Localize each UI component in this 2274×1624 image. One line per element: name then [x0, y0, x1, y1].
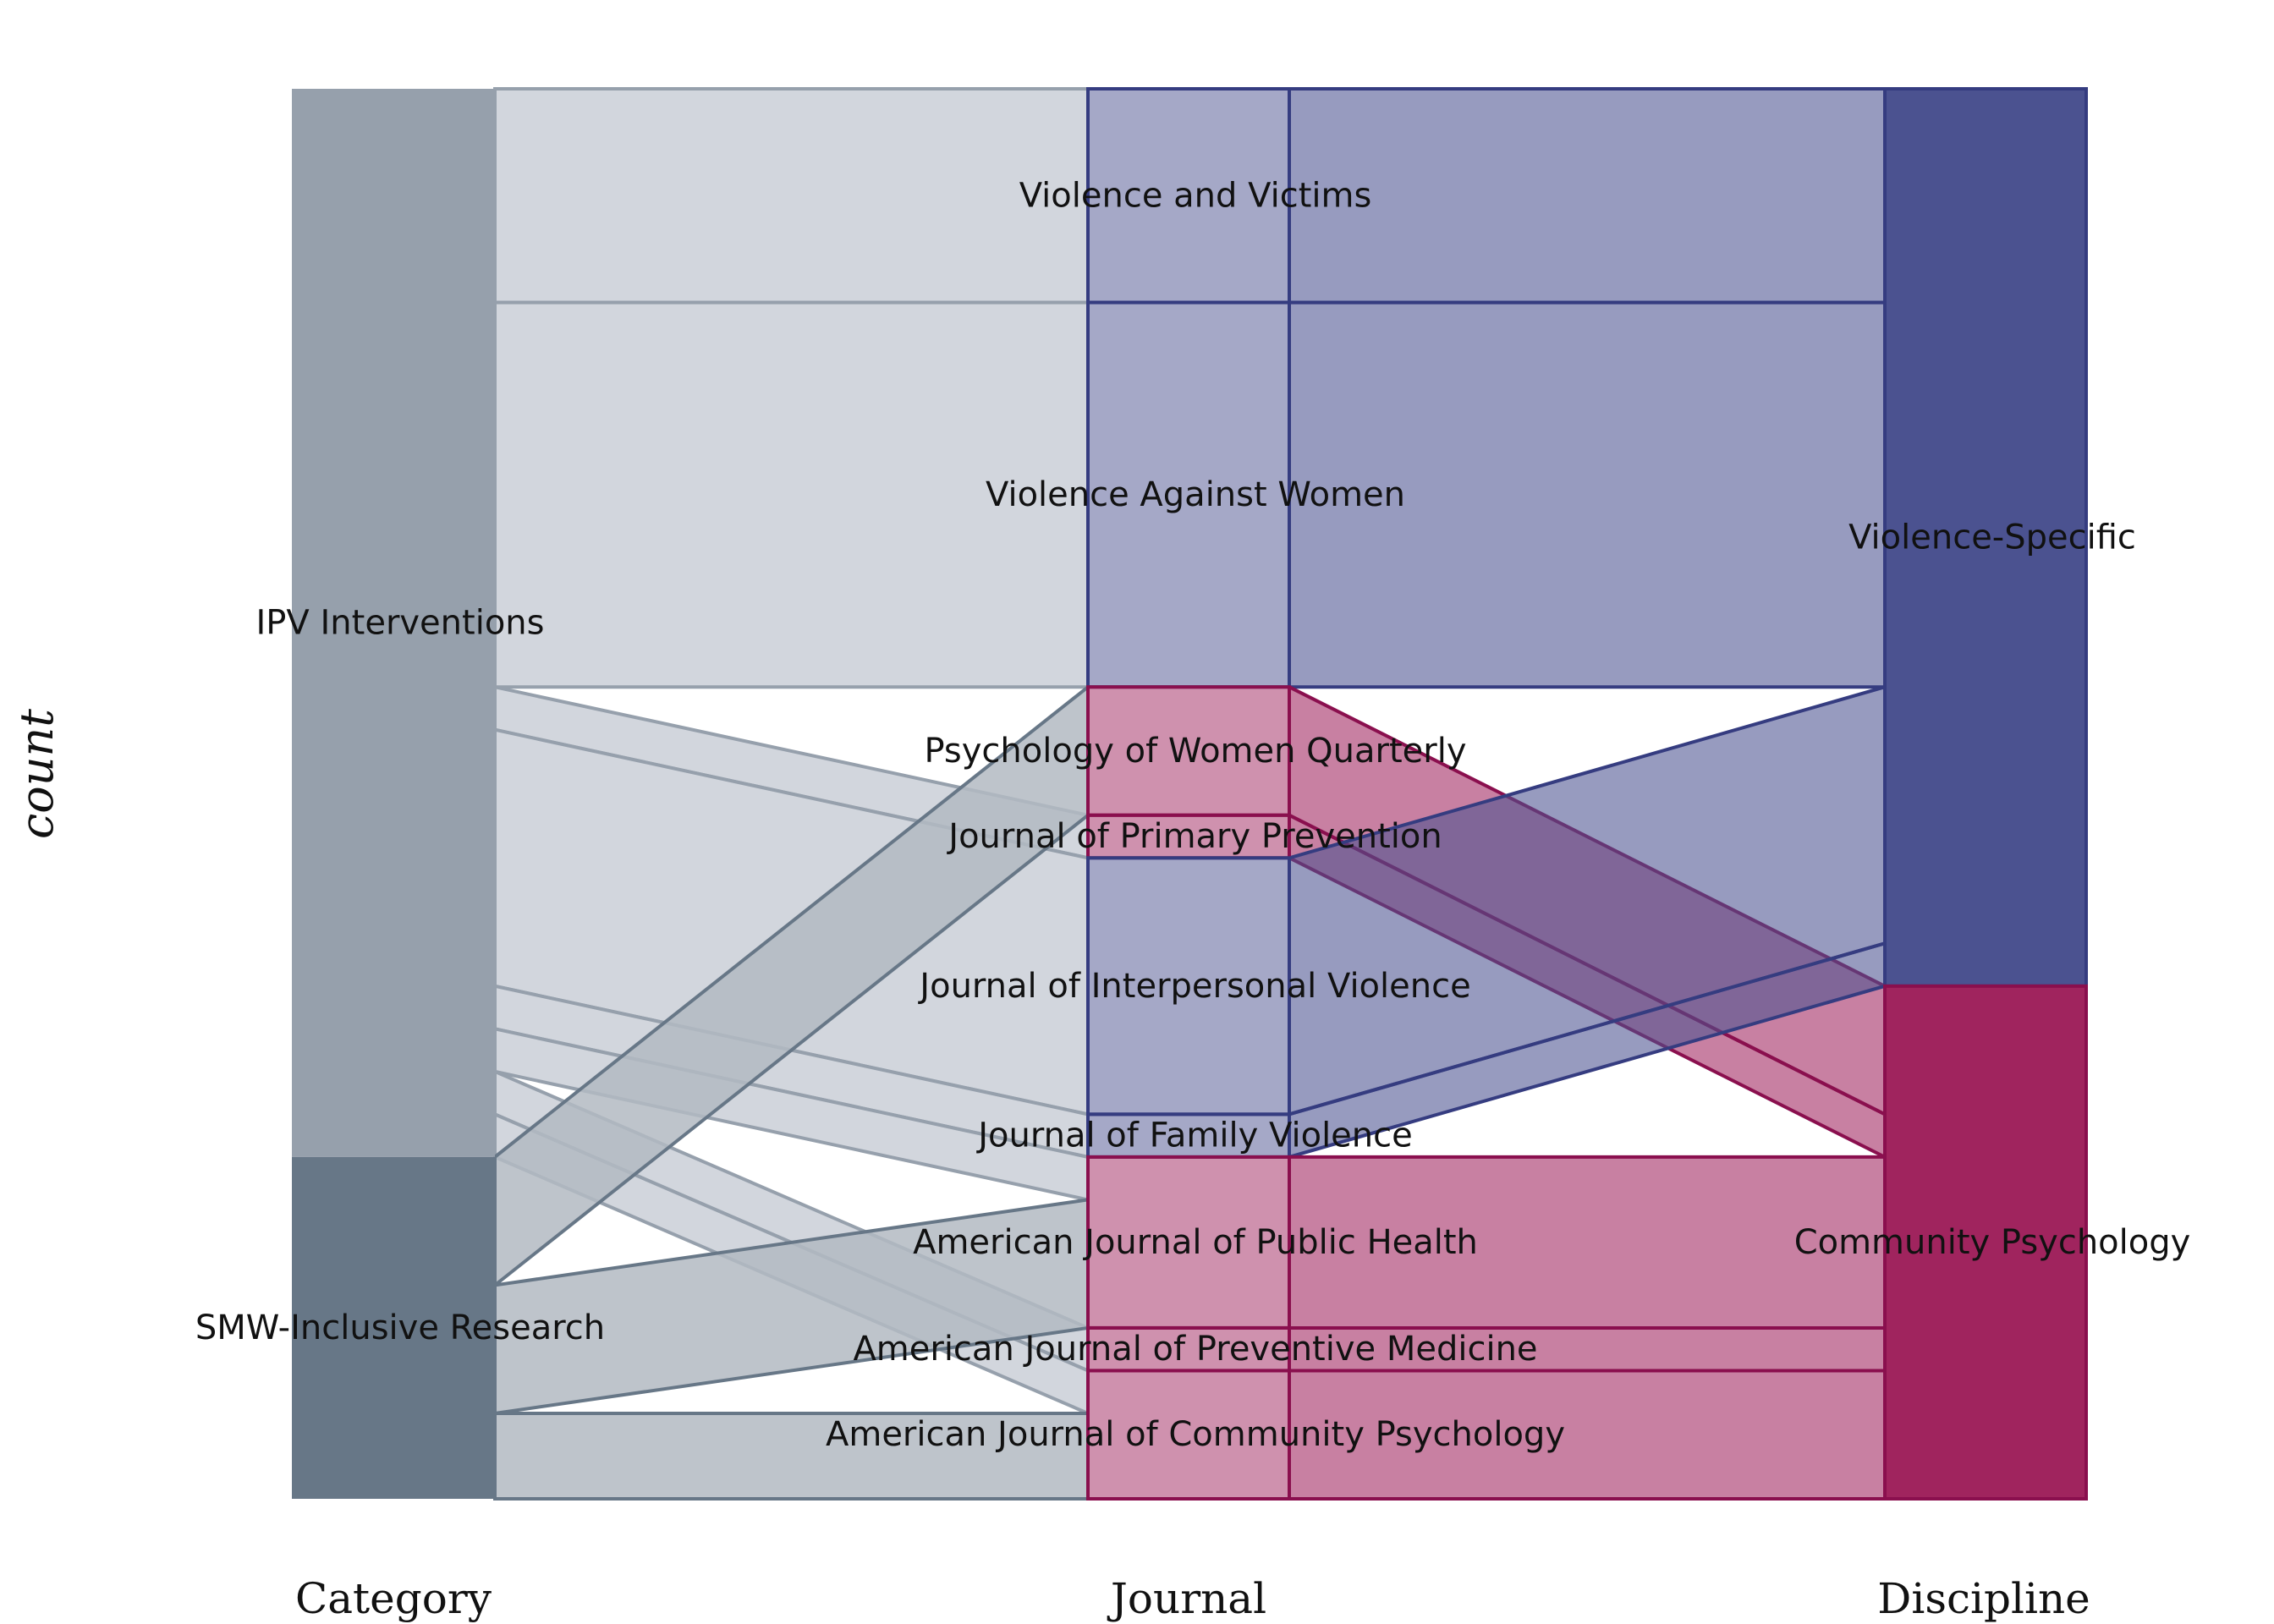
stratum-labels: IPV Interventions SMW-Inclusive Research V… [195, 176, 2190, 1454]
strata [292, 87, 2088, 1501]
stratum-american-journal-of-preventive-medicine [1086, 1325, 1291, 1373]
axis-label-category: Category [295, 1574, 492, 1623]
stratum-smw-inclusive-research [292, 1156, 495, 1499]
stratum-american-journal-of-public-health [1086, 1155, 1291, 1330]
label-smw-inclusive-research: SMW-Inclusive Research [195, 1309, 605, 1347]
axis-label-journal: Journal [1107, 1574, 1266, 1623]
label-violence-specific: Violence-Specific [1848, 518, 2136, 557]
label-violence-and-victims: Violence and Victims [1019, 176, 1372, 215]
category-journal-flows [493, 87, 1090, 1501]
label-journal-of-family-violence: Journal of Family Violence [975, 1116, 1413, 1155]
stratum-journal-of-primary-prevention [1086, 813, 1291, 860]
label-journal-of-primary-prevention: Journal of Primary Prevention [946, 817, 1442, 856]
stratum-psychology-of-women-quarterly [1086, 685, 1291, 817]
label-journal-of-interpersonal-violence: Journal of Interpersonal Violence [917, 967, 1470, 1006]
y-axis-label: count [10, 709, 63, 839]
label-american-journal-of-community-psychology: American Journal of Community Psychology [826, 1415, 1565, 1454]
label-psychology-of-women-quarterly: Psychology of Women Quarterly [924, 732, 1466, 771]
flow-ipv-interventions-to-violence-and-victims [493, 87, 1090, 304]
stratum-american-journal-of-community-psychology [1086, 1369, 1291, 1501]
label-community-psychology: Community Psychology [1794, 1223, 2191, 1262]
flow-violence-and-victims-to-violence-specific [1288, 87, 1887, 304]
stratum-ipv-interventions [292, 89, 495, 1157]
stratum-violence-specific [1883, 87, 2088, 988]
label-ipv-interventions: IPV Interventions [256, 603, 545, 642]
stratum-violence-against-women [1086, 300, 1291, 689]
stratum-journal-of-interpersonal-violence [1086, 856, 1291, 1116]
label-violence-against-women: Violence Against Women [986, 475, 1405, 514]
label-american-journal-of-public-health: American Journal of Public Health [913, 1223, 1478, 1262]
journal-discipline-flows [1288, 87, 1887, 1501]
axis-label-discipline: Discipline [1877, 1574, 2090, 1623]
stratum-community-psychology [1883, 984, 2088, 1501]
label-american-journal-of-preventive-medicine: American Journal of Preventive Medicine [853, 1330, 1537, 1369]
stratum-journal-of-family-violence [1086, 1112, 1291, 1159]
